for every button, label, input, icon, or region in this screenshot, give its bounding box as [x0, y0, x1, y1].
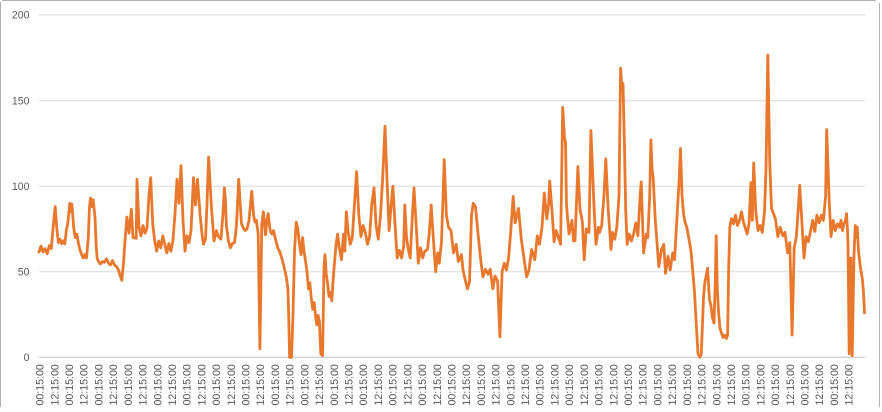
- svg-text:12:15:00: 12:15:00: [638, 364, 650, 405]
- svg-text:12:15:00: 12:15:00: [755, 364, 767, 405]
- svg-text:00:15:00: 00:15:00: [741, 364, 753, 405]
- svg-text:00:15:00: 00:15:00: [476, 364, 488, 405]
- svg-text:12:15:00: 12:15:00: [726, 364, 738, 405]
- svg-text:00:15:00: 00:15:00: [447, 364, 459, 405]
- svg-text:12:15:00: 12:15:00: [196, 364, 208, 405]
- svg-text:00:15:00: 00:15:00: [652, 364, 664, 405]
- svg-text:12:15:00: 12:15:00: [667, 364, 679, 405]
- svg-text:00:15:00: 00:15:00: [64, 364, 76, 405]
- svg-text:12:15:00: 12:15:00: [167, 364, 179, 405]
- svg-text:00:15:00: 00:15:00: [682, 364, 694, 405]
- svg-text:12:15:00: 12:15:00: [314, 364, 326, 405]
- svg-text:00:15:00: 00:15:00: [35, 364, 47, 405]
- svg-text:00:15:00: 00:15:00: [535, 364, 547, 405]
- svg-text:00:15:00: 00:15:00: [564, 364, 576, 405]
- svg-text:12:15:00: 12:15:00: [550, 364, 562, 405]
- svg-text:00:15:00: 00:15:00: [594, 364, 606, 405]
- svg-text:00:15:00: 00:15:00: [770, 364, 782, 405]
- svg-text:00:15:00: 00:15:00: [829, 364, 841, 405]
- svg-text:00:15:00: 00:15:00: [270, 364, 282, 405]
- svg-text:12:15:00: 12:15:00: [491, 364, 503, 405]
- svg-text:12:15:00: 12:15:00: [108, 364, 120, 405]
- svg-text:00:15:00: 00:15:00: [505, 364, 517, 405]
- svg-text:12:15:00: 12:15:00: [814, 364, 826, 405]
- svg-text:00:15:00: 00:15:00: [241, 364, 253, 405]
- svg-text:00:15:00: 00:15:00: [388, 364, 400, 405]
- svg-text:12:15:00: 12:15:00: [49, 364, 61, 405]
- svg-text:12:15:00: 12:15:00: [844, 364, 856, 405]
- svg-text:00:15:00: 00:15:00: [299, 364, 311, 405]
- svg-text:0: 0: [24, 352, 30, 364]
- svg-text:00:15:00: 00:15:00: [417, 364, 429, 405]
- svg-text:00:15:00: 00:15:00: [358, 364, 370, 405]
- svg-text:200: 200: [12, 10, 30, 22]
- svg-text:00:15:00: 00:15:00: [182, 364, 194, 405]
- svg-text:00:15:00: 00:15:00: [123, 364, 135, 405]
- svg-text:00:15:00: 00:15:00: [711, 364, 723, 405]
- svg-text:12:15:00: 12:15:00: [344, 364, 356, 405]
- svg-text:12:15:00: 12:15:00: [373, 364, 385, 405]
- svg-text:100: 100: [12, 181, 30, 193]
- svg-text:50: 50: [18, 266, 30, 278]
- svg-text:12:15:00: 12:15:00: [226, 364, 238, 405]
- svg-text:12:15:00: 12:15:00: [461, 364, 473, 405]
- svg-text:00:15:00: 00:15:00: [329, 364, 341, 405]
- svg-text:12:15:00: 12:15:00: [285, 364, 297, 405]
- svg-text:12:15:00: 12:15:00: [79, 364, 91, 405]
- svg-text:150: 150: [12, 95, 30, 107]
- svg-text:12:15:00: 12:15:00: [255, 364, 267, 405]
- svg-text:12:15:00: 12:15:00: [785, 364, 797, 405]
- svg-text:00:15:00: 00:15:00: [93, 364, 105, 405]
- svg-text:00:15:00: 00:15:00: [800, 364, 812, 405]
- svg-text:12:15:00: 12:15:00: [520, 364, 532, 405]
- svg-text:12:15:00: 12:15:00: [579, 364, 591, 405]
- svg-text:00:15:00: 00:15:00: [152, 364, 164, 405]
- svg-text:12:15:00: 12:15:00: [432, 364, 444, 405]
- svg-text:00:15:00: 00:15:00: [211, 364, 223, 405]
- svg-text:12:15:00: 12:15:00: [697, 364, 709, 405]
- svg-text:12:15:00: 12:15:00: [402, 364, 414, 405]
- svg-text:12:15:00: 12:15:00: [138, 364, 150, 405]
- svg-text:00:15:00: 00:15:00: [623, 364, 635, 405]
- svg-text:12:15:00: 12:15:00: [608, 364, 620, 405]
